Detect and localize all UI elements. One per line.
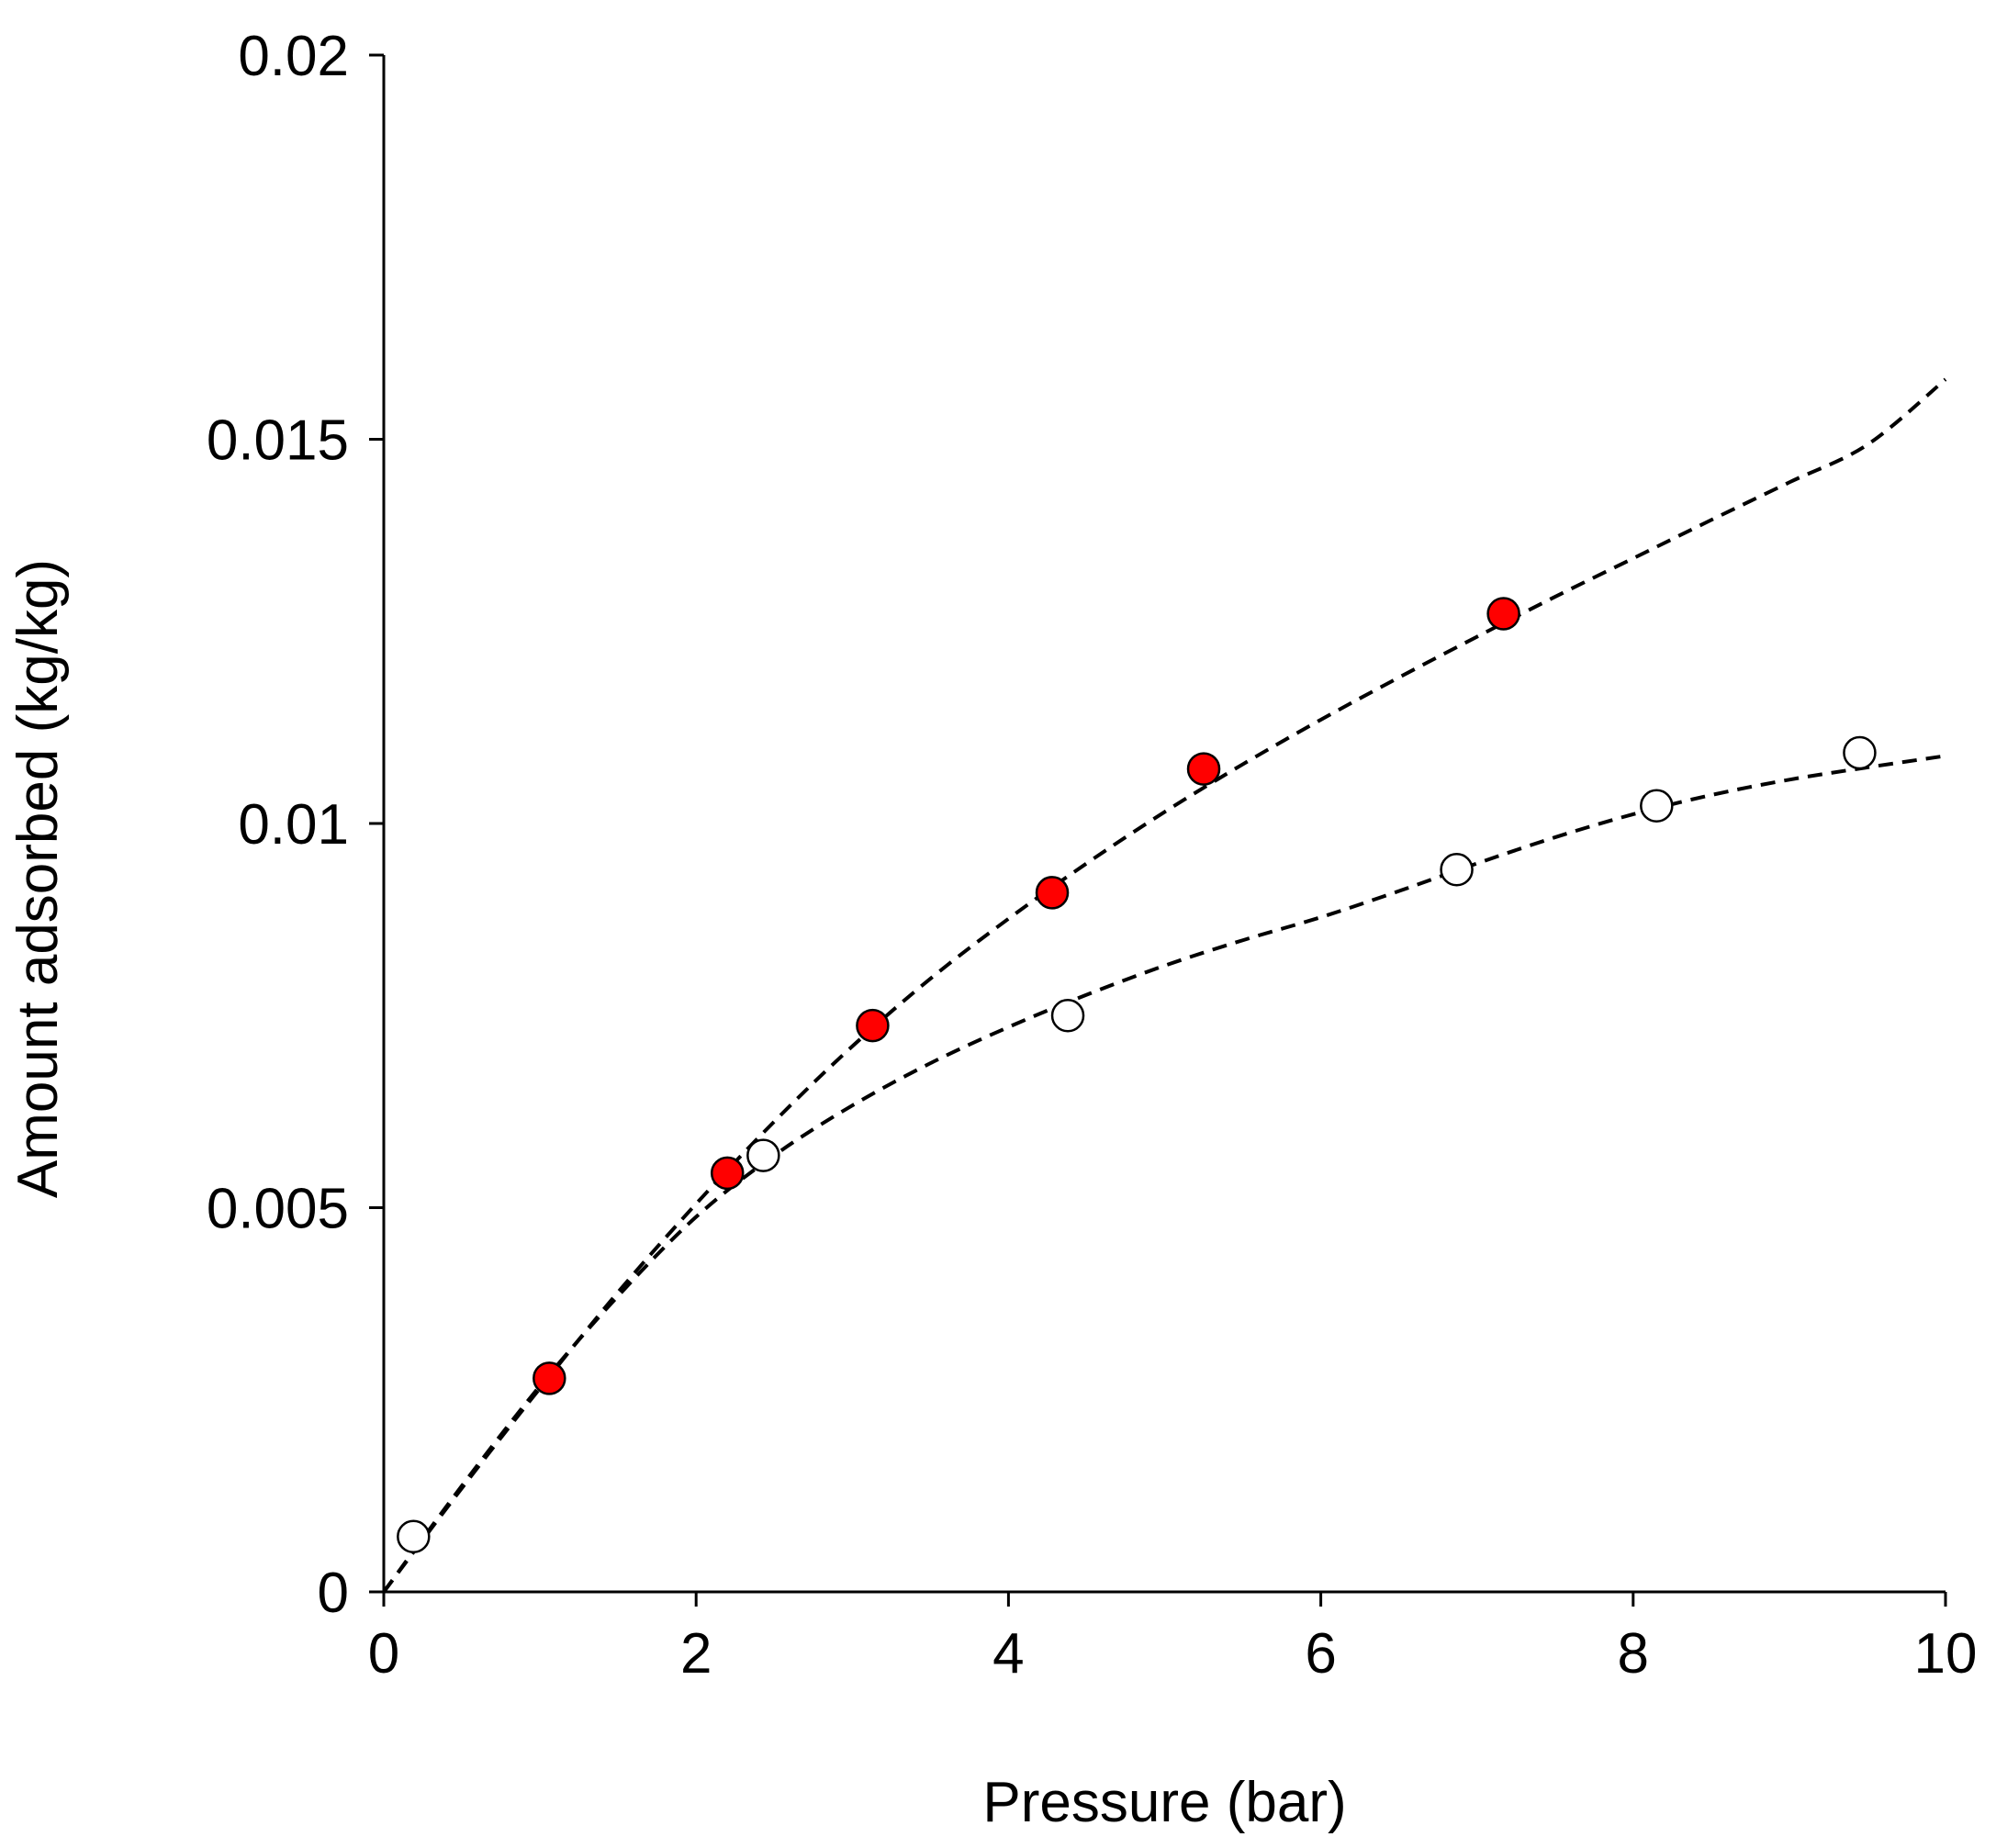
point-open-3 bbox=[1440, 852, 1474, 887]
y-axis-title: Amount adsorbed (kg/kg) bbox=[6, 559, 70, 1198]
point-open-0 bbox=[397, 1519, 431, 1553]
point-filled-3 bbox=[1035, 876, 1070, 910]
fit-curve-open bbox=[382, 754, 1946, 1594]
point-filled-1 bbox=[710, 1156, 745, 1191]
x-tick-label: 8 bbox=[1618, 1622, 1649, 1686]
point-filled-4 bbox=[1186, 752, 1221, 786]
x-tick-label: 2 bbox=[680, 1622, 712, 1686]
y-tick-label: 0.01 bbox=[238, 793, 349, 857]
point-filled-2 bbox=[856, 1008, 890, 1043]
fit-curves bbox=[382, 377, 1947, 1594]
x-axis-title: Pressure (bar) bbox=[982, 1771, 1346, 1834]
x-tick-label: 4 bbox=[992, 1622, 1024, 1686]
point-open-1 bbox=[746, 1138, 780, 1172]
fit-curve-filled bbox=[382, 377, 1947, 1594]
axes bbox=[382, 55, 1946, 1594]
y-tick-label: 0.005 bbox=[207, 1178, 349, 1241]
y-tick-label: 0 bbox=[318, 1562, 349, 1625]
point-open-5 bbox=[1843, 735, 1877, 770]
x-tick-label: 10 bbox=[1914, 1622, 1978, 1686]
data-points bbox=[397, 597, 1877, 1553]
x-tick-label: 6 bbox=[1305, 1622, 1336, 1686]
point-filled-0 bbox=[533, 1361, 566, 1395]
y-tick-label: 0.015 bbox=[207, 409, 349, 473]
point-open-2 bbox=[1050, 999, 1085, 1033]
point-open-4 bbox=[1640, 789, 1674, 823]
y-tick-label: 0.02 bbox=[238, 25, 349, 88]
point-filled-5 bbox=[1486, 597, 1520, 631]
x-tick-label: 0 bbox=[368, 1622, 399, 1686]
ticks: 0 2 4 6 8 10 0 0.005 0.01 0.015 0.02 bbox=[207, 25, 1978, 1686]
